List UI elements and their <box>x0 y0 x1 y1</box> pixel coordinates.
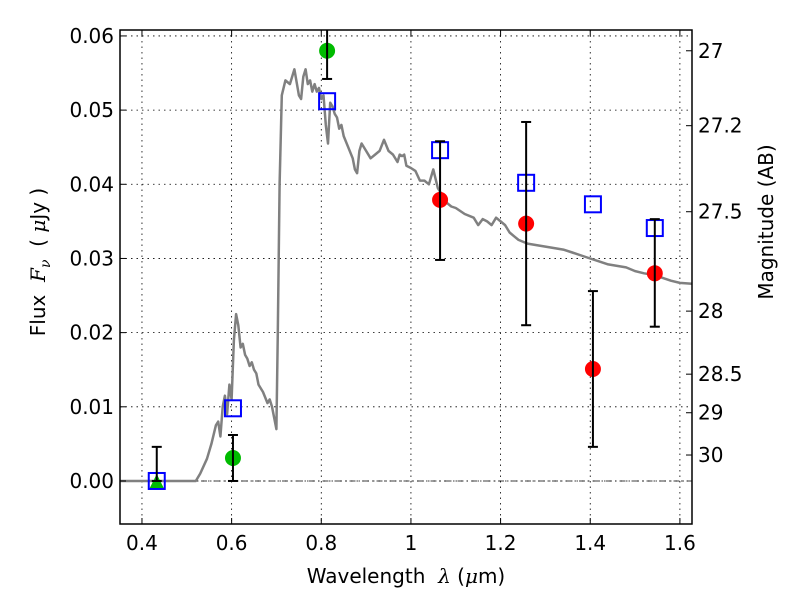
x-axis-title: Wavelength λ (μm) <box>307 564 506 588</box>
y2-ticks: 27 27.2 27.5 28 28.5 29 30 <box>686 39 743 467</box>
y-tick-label-4: 0.04 <box>69 172 114 196</box>
axes-frame <box>119 29 693 525</box>
y-tick-label-0: 0.00 <box>69 469 114 493</box>
y2-tick-label-3: 28 <box>698 299 723 323</box>
x-tick-label-1: 0.6 <box>216 531 248 555</box>
x-tick-label-5: 1.4 <box>574 531 606 555</box>
x-tick-label-2: 0.8 <box>305 531 337 555</box>
x-tick-label-6: 1.6 <box>664 531 696 555</box>
plot-area <box>120 30 692 524</box>
model-photometry-square-1 <box>223 399 242 418</box>
y2-tick-label-1: 27.2 <box>698 114 743 138</box>
y2-tick-label-5: 29 <box>698 401 723 425</box>
model-spectrum <box>120 68 692 483</box>
x-ticks: 0.4 0.6 0.8 1 1.2 1.4 1.6 <box>126 30 696 555</box>
x-tick-label-0: 0.4 <box>126 531 158 555</box>
model-photometry-square-5 <box>583 195 602 214</box>
y2-axis-title: Magnitude (AB) <box>754 144 778 299</box>
y2-tick-label-4: 28.5 <box>698 362 743 386</box>
y-ticks: 0.00 0.01 0.02 0.03 0.04 0.05 0.06 <box>69 24 126 493</box>
y-tick-label-2: 0.02 <box>69 321 114 345</box>
x-tick-label-4: 1.2 <box>485 531 517 555</box>
y-tick-label-3: 0.03 <box>69 246 114 270</box>
y-tick-label-1: 0.01 <box>69 395 114 419</box>
y2-tick-label-0: 27 <box>698 39 723 63</box>
errorbar-layer <box>151 30 660 482</box>
y-axis-title: Flux Fν ( μJy ) <box>26 188 54 336</box>
y-tick-label-5: 0.05 <box>69 98 114 122</box>
y2-tick-label-6: 30 <box>698 443 723 467</box>
y-tick-label-6: 0.06 <box>69 24 114 48</box>
x-tick-label-3: 1 <box>405 531 418 555</box>
model-photometry-square-2 <box>318 92 337 111</box>
model-spectrum-layer <box>120 68 692 483</box>
y2-tick-label-2: 27.5 <box>698 200 743 224</box>
